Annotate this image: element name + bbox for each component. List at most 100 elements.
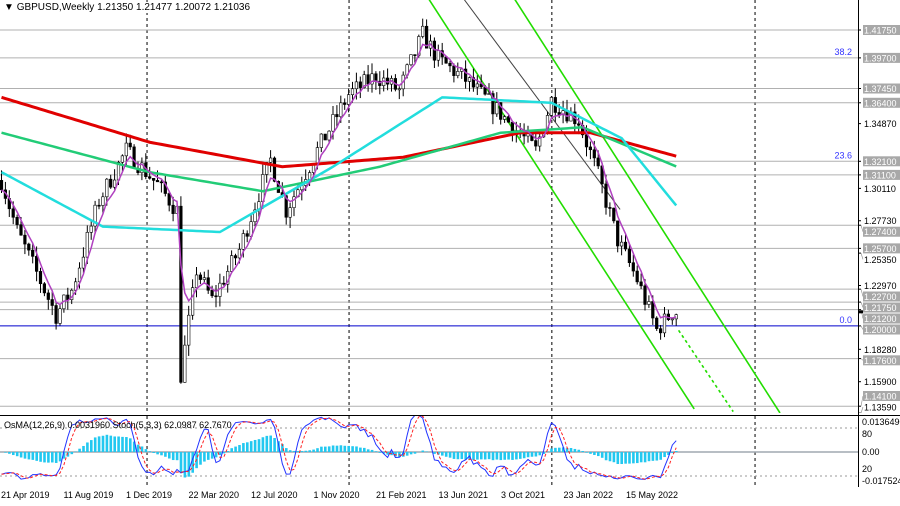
candle-body: [230, 255, 234, 272]
osma-bar: [550, 448, 553, 452]
osma-bar: [421, 450, 425, 452]
ma-green-line: [1, 126, 677, 193]
osma-bar: [113, 436, 116, 452]
candle-body: [588, 146, 592, 151]
level-label: 1.21750: [864, 303, 897, 313]
candle-body: [198, 274, 203, 280]
osma-bar: [27, 452, 31, 460]
level-label: 1.41750: [864, 26, 897, 36]
candle-body: [584, 134, 589, 148]
level-label: 1.37450: [864, 84, 897, 94]
candle-body: [475, 83, 479, 88]
osma-bar: [35, 452, 38, 461]
candle-body: [651, 301, 655, 319]
candle-body: [452, 65, 456, 76]
osma-bar: [464, 452, 467, 460]
osma-bar: [183, 452, 187, 478]
osma-bar: [343, 445, 347, 452]
time-label: 22 Mar 2020: [188, 490, 240, 500]
candle-body: [85, 232, 89, 258]
time-label: 12 Jul 2020: [251, 490, 298, 500]
level-label: 1.32100: [864, 157, 897, 167]
level-label: 1.27400: [864, 227, 897, 237]
collapse-arrow-icon[interactable]: ▼: [4, 2, 14, 13]
osma-bar: [246, 442, 249, 452]
candle-body: [124, 142, 128, 157]
candle-body: [639, 281, 643, 287]
osma-bar: [573, 448, 577, 452]
price-tick-label: 1.30110: [864, 184, 896, 194]
candle-body: [647, 301, 651, 305]
time-label: 15 May 2022: [626, 490, 679, 500]
channel-line: [677, 329, 734, 413]
osma-bar: [292, 450, 296, 452]
oscillator-axis-label: 0.0136490: [862, 417, 900, 427]
osma-bar: [242, 443, 245, 452]
candle-body: [210, 289, 214, 297]
channel-line: [514, 0, 781, 414]
osma-bar: [359, 447, 362, 452]
candle-body: [538, 136, 542, 147]
osma-bar: [519, 452, 522, 459]
candle-body: [623, 241, 628, 250]
osma-bar: [593, 452, 596, 455]
candle-body: [31, 249, 35, 257]
price-chart[interactable]: 38.2 23.6 0.0 1.41750 1.39700 1.37450 1.36400 1…: [0, 0, 900, 414]
osma-bar: [66, 452, 70, 457]
fib-label: 23.6: [834, 150, 852, 160]
level-label-box: [863, 243, 900, 254]
ma-purple-line: [1, 43, 677, 319]
osma-bar: [257, 439, 261, 452]
candle-body: [631, 262, 635, 272]
osma-bar: [285, 448, 288, 452]
candle-body: [436, 50, 440, 61]
candle-body: [155, 180, 160, 183]
level-label-box: [863, 302, 900, 313]
osma-bar: [433, 452, 436, 454]
osma-bar: [370, 449, 374, 452]
fib-label: 38.2: [834, 47, 852, 57]
price-tick-label: 1.15900: [864, 377, 897, 387]
candle-body: [662, 313, 667, 334]
candle-body: [495, 102, 499, 115]
fib-label: 0.0: [839, 315, 852, 325]
candle-body: [499, 102, 503, 120]
osma-bar: [413, 452, 417, 454]
osma-bar: [97, 436, 101, 452]
candle-body: [658, 328, 663, 334]
osma-bar: [78, 448, 81, 452]
osma-bar: [152, 452, 155, 453]
osma-bar: [23, 452, 27, 459]
osma-bar: [207, 452, 210, 460]
channel-line: [463, 0, 621, 210]
osma-bar: [577, 449, 581, 452]
oscillator-panel[interactable]: 0.0136490 80 0.00 20 -0.0175240: [0, 414, 900, 488]
level-label-box: [863, 324, 900, 335]
oscillator-title: OsMA(12,26,9) 0.0031960 Stoch(5,3,3) 62.…: [4, 420, 232, 430]
osma-bar: [643, 452, 647, 463]
osma-bar: [230, 448, 233, 452]
osma-bar: [667, 452, 670, 456]
osma-bar: [499, 452, 503, 461]
candle-body: [534, 140, 538, 147]
osma-bar: [222, 452, 226, 454]
candle-body: [577, 123, 581, 126]
label-leader: [860, 225, 864, 232]
candle-body: [354, 81, 359, 90]
label-leader: [860, 406, 864, 414]
candle-body: [491, 93, 495, 115]
candle-body: [487, 93, 491, 95]
candle-body: [15, 216, 19, 225]
candle-body: [140, 162, 144, 173]
osma-bar: [31, 452, 35, 460]
candle-body: [343, 102, 347, 105]
oscillator-axis-label: 80: [862, 429, 872, 439]
osma-bar: [296, 451, 300, 452]
osma-bar: [179, 452, 183, 474]
candle-body: [245, 233, 249, 237]
candle-body: [339, 102, 343, 118]
candle-body: [635, 270, 639, 283]
level-label-box: [863, 355, 900, 366]
level-label-box: [863, 169, 900, 180]
osma-bar: [136, 444, 140, 452]
